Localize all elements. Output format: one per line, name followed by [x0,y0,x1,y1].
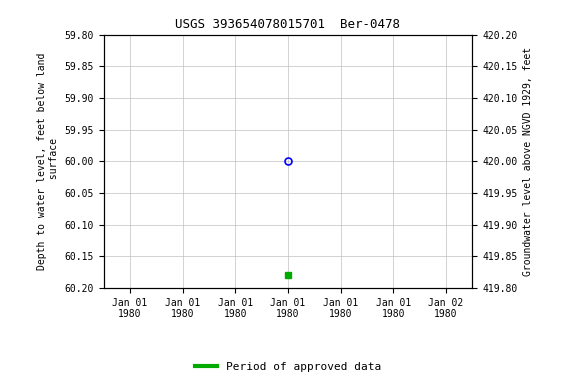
Title: USGS 393654078015701  Ber-0478: USGS 393654078015701 Ber-0478 [176,18,400,31]
Y-axis label: Groundwater level above NGVD 1929, feet: Groundwater level above NGVD 1929, feet [523,47,533,276]
Legend: Period of approved data: Period of approved data [191,358,385,377]
Y-axis label: Depth to water level, feet below land
 surface: Depth to water level, feet below land su… [37,53,59,270]
